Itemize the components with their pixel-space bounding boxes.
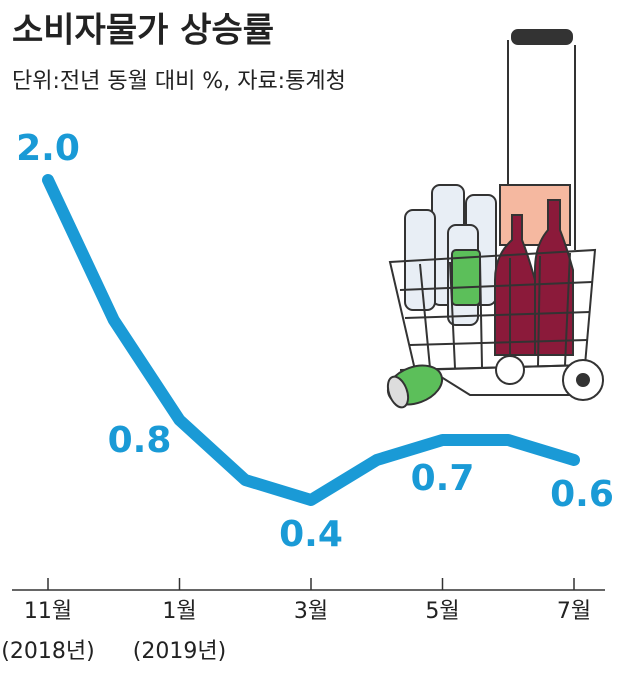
x-tick-label: 5월: [425, 599, 459, 624]
x-tick-label: 11월: [24, 599, 72, 624]
x-tick-label: 1월: [162, 599, 196, 624]
value-label: 2.0: [16, 128, 80, 169]
value-label: 0.6: [550, 474, 614, 515]
x-tick-label: 3월: [294, 599, 328, 624]
x-sublabel: (2018년): [1, 639, 94, 664]
value-label: 0.7: [411, 458, 475, 499]
value-label: 0.4: [279, 514, 343, 555]
chart-title: 소비자물가 상승률: [12, 11, 274, 51]
x-sublabel: (2019년): [133, 639, 226, 664]
chart-subtitle: 단위:전년 동월 대비 %, 자료:통계청: [12, 69, 346, 94]
cart-illustration: [386, 29, 604, 409]
value-label: 0.8: [108, 420, 172, 461]
x-tick-label: 7월: [557, 599, 591, 624]
line: [42, 174, 580, 506]
